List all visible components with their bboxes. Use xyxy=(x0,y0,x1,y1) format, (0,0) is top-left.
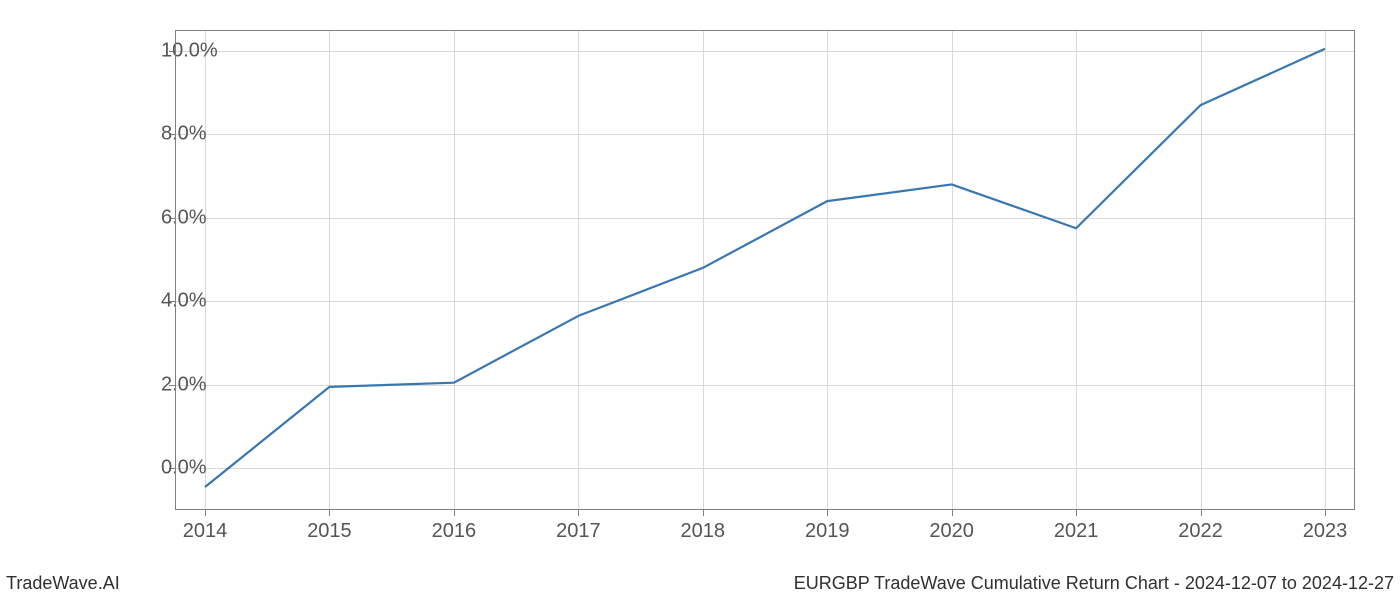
x-tick-label: 2021 xyxy=(1054,520,1099,543)
footer-left-text: TradeWave.AI xyxy=(6,573,120,594)
x-tick-mark xyxy=(578,510,579,516)
x-tick-label: 2018 xyxy=(681,520,726,543)
x-tick-label: 2017 xyxy=(556,520,601,543)
x-tick-label: 2020 xyxy=(929,520,974,543)
plot-area: 2014201520162017201820192020202120222023… xyxy=(175,30,1355,510)
x-tick-label: 2019 xyxy=(805,520,850,543)
x-tick-mark xyxy=(1325,510,1326,516)
x-tick-mark xyxy=(454,510,455,516)
x-tick-mark xyxy=(1201,510,1202,516)
x-tick-label: 2022 xyxy=(1178,520,1223,543)
x-tick-mark xyxy=(952,510,953,516)
x-tick-mark xyxy=(827,510,828,516)
x-tick-mark xyxy=(329,510,330,516)
x-tick-mark xyxy=(205,510,206,516)
chart-container: 2014 2015 2016 2017 2018 2019 2020 2021 2022 2023… xyxy=(0,0,1400,600)
line-series-svg xyxy=(175,30,1355,510)
x-tick-label: 2015 xyxy=(307,520,352,543)
x-tick-mark xyxy=(703,510,704,516)
x-tick-mark xyxy=(1076,510,1077,516)
x-tick-label: 2023 xyxy=(1303,520,1348,543)
footer-right-text: EURGBP TradeWave Cumulative Return Chart… xyxy=(794,573,1394,594)
return-line xyxy=(205,49,1325,487)
x-tick-label: 2016 xyxy=(432,520,477,543)
x-tick-label: 2014 xyxy=(183,520,228,543)
